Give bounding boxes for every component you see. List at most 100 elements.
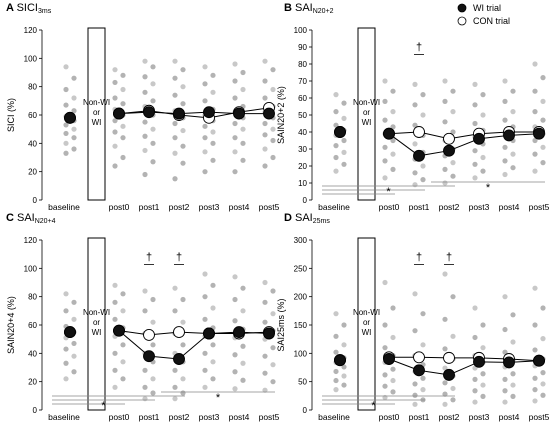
individual-point (262, 120, 268, 127)
intervention-box-label: or (363, 318, 370, 327)
individual-point (540, 392, 546, 398)
individual-point (390, 366, 396, 372)
individual-point (390, 124, 396, 130)
individual-point (382, 78, 388, 84)
wi-mean-point (443, 144, 455, 157)
individual-point (240, 126, 246, 132)
individual-point (142, 133, 148, 139)
individual-point (510, 312, 516, 318)
individual-point (532, 375, 538, 381)
individual-point (120, 135, 126, 141)
individual-point (210, 342, 216, 348)
individual-point (232, 135, 238, 141)
x-category-label: post0 (109, 412, 130, 422)
individual-point (232, 169, 238, 175)
individual-point (412, 122, 418, 128)
individual-point (420, 375, 426, 381)
individual-point (472, 120, 478, 127)
wi-mean-point (143, 106, 155, 119)
individual-point (172, 150, 178, 156)
individual-point (150, 296, 156, 303)
individual-point (71, 135, 77, 141)
individual-point (232, 369, 238, 375)
individual-point (382, 117, 388, 123)
wi-series-line (388, 358, 540, 376)
panel-measure: SICI (17, 2, 38, 14)
intervention-box-label: or (93, 108, 100, 117)
individual-point (63, 360, 69, 366)
x-category-label: post2 (169, 202, 190, 212)
panel-b: B SAIN20+2 0 10 20 30 40 50 60 70 80 90 100 SAIN20+2… (276, 2, 550, 212)
panel-letter: A (6, 2, 17, 14)
individual-point (71, 126, 77, 132)
individual-point (382, 144, 388, 150)
individual-point (202, 169, 208, 175)
individual-point (420, 177, 426, 183)
panel-measure-subscript: 3ms (38, 8, 52, 15)
individual-point (502, 388, 508, 394)
individual-point (502, 326, 508, 333)
individual-point (150, 376, 156, 382)
individual-point (232, 274, 238, 280)
dagger-mark: † (416, 251, 422, 263)
individual-point (202, 123, 208, 129)
individual-point (232, 78, 238, 84)
individual-point (142, 367, 148, 373)
individual-point (472, 399, 478, 405)
individual-point (150, 81, 156, 87)
individual-point (502, 294, 508, 300)
individual-point (270, 67, 276, 73)
wi-mean-point (64, 326, 76, 339)
individual-point (442, 78, 448, 84)
y-tick-label: 80 (28, 83, 37, 92)
individual-point (502, 171, 508, 178)
individual-point (112, 143, 118, 149)
individual-point (480, 382, 486, 388)
y-tick-label: 10 (298, 179, 307, 188)
individual-point (210, 89, 216, 95)
individual-point (112, 129, 118, 135)
y-tick-label: 200 (294, 293, 308, 302)
individual-point (382, 345, 388, 351)
individual-point (480, 345, 486, 351)
individual-point (442, 119, 448, 125)
individual-point (172, 308, 178, 314)
individual-point (210, 129, 216, 135)
x-category-label: post1 (139, 412, 160, 422)
individual-point (112, 67, 118, 73)
wi-mean-point (143, 350, 155, 363)
individual-point (142, 171, 148, 178)
individual-point (142, 74, 148, 80)
individual-point (112, 299, 118, 305)
individual-point (210, 282, 216, 288)
individual-point (333, 143, 339, 149)
individual-point (532, 61, 538, 67)
individual-point (502, 117, 508, 123)
individual-point (333, 368, 339, 375)
x-category-label: post3 (199, 202, 220, 212)
individual-point (442, 98, 448, 104)
wi-mean-point (233, 326, 245, 339)
wi-mean-point (413, 364, 425, 377)
wi-mean-point (473, 355, 485, 368)
x-category-label: post5 (259, 412, 280, 422)
individual-point (210, 376, 216, 382)
individual-point (532, 398, 538, 404)
individual-point (412, 381, 418, 387)
significance-star: * (486, 182, 491, 194)
individual-point (202, 135, 208, 141)
individual-point (540, 160, 546, 166)
individual-point (232, 296, 238, 303)
individual-point (142, 308, 148, 314)
individual-point (172, 367, 178, 373)
individual-point (341, 373, 347, 379)
y-tick-label: 20 (298, 162, 307, 171)
individual-point (532, 137, 538, 144)
individual-point (472, 175, 478, 181)
individual-point (450, 333, 456, 339)
individual-point (333, 387, 339, 393)
individual-point (502, 98, 508, 104)
individual-point (262, 163, 268, 169)
individual-point (202, 98, 208, 104)
legend-con-marker (457, 16, 467, 26)
